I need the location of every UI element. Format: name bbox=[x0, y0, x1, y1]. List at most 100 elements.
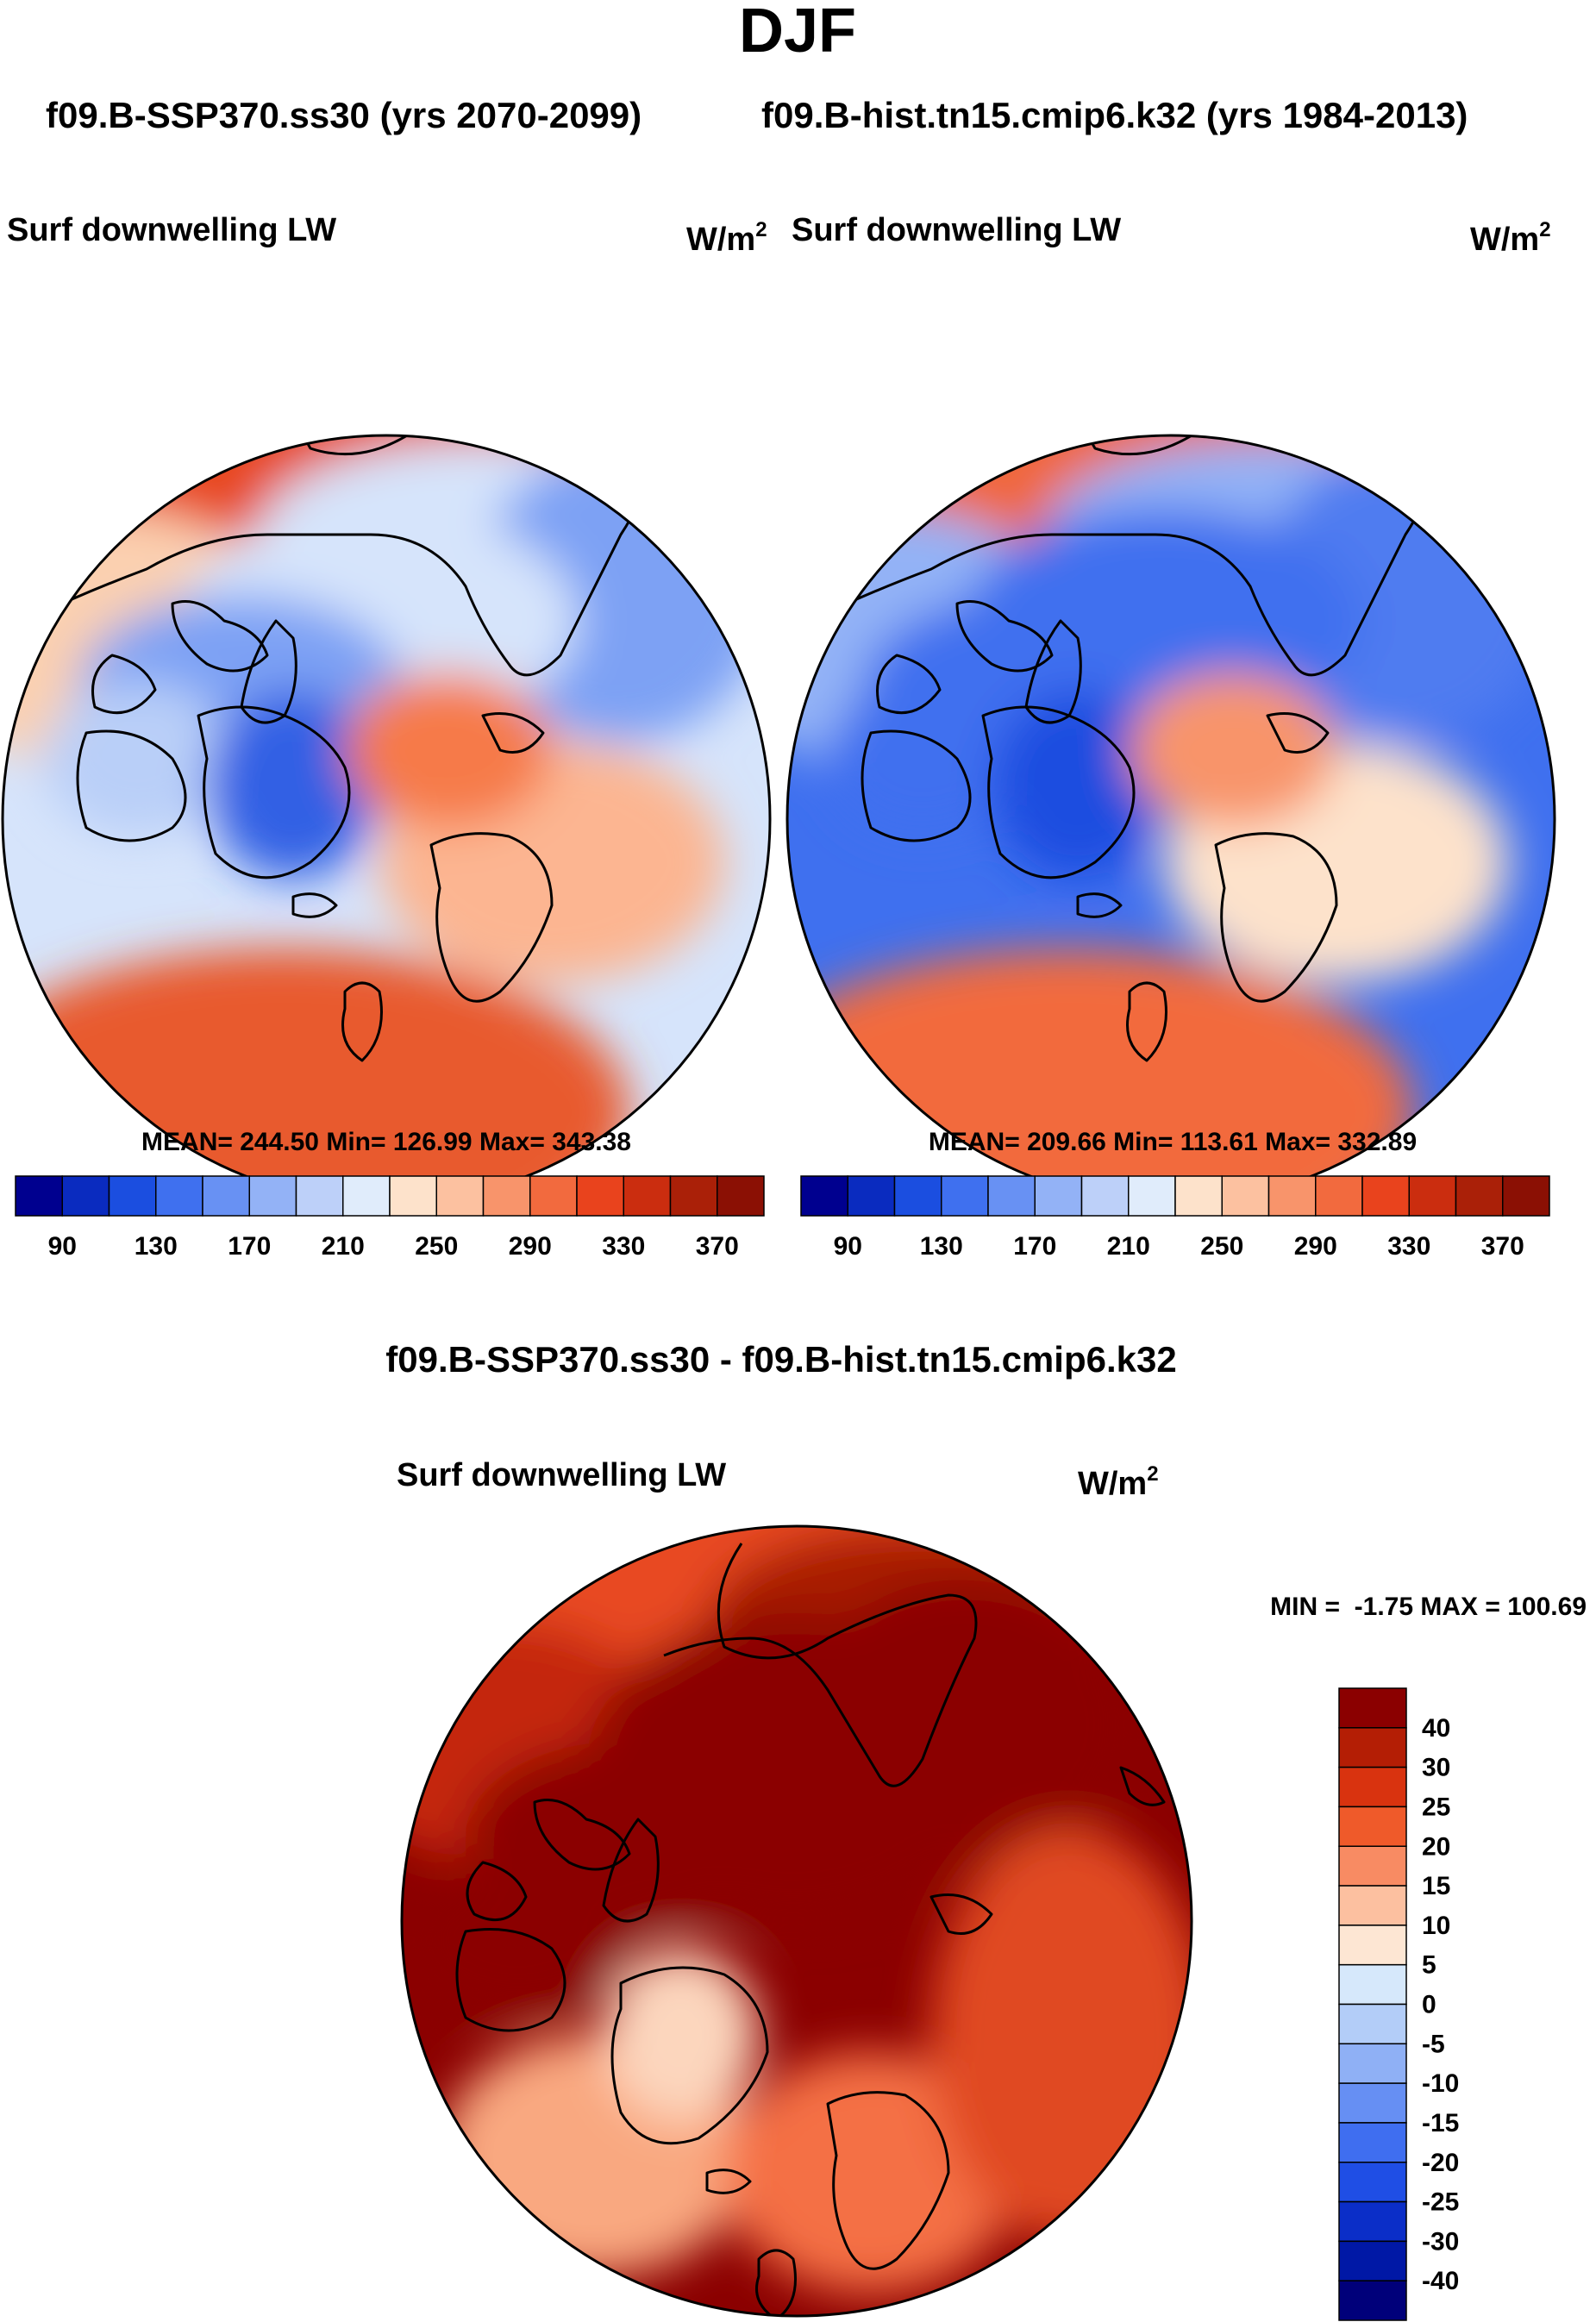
polar-map bbox=[402, 1526, 1192, 2316]
colorbar-swatch bbox=[941, 1175, 989, 1217]
colorbar-swatch bbox=[1221, 1175, 1270, 1217]
colorbar-tick-label: 290 bbox=[1294, 1232, 1337, 1261]
minmax-text: MIN = -1.75 MAX = 100.69 bbox=[1270, 1593, 1587, 1621]
colorbar-swatch bbox=[1455, 1175, 1504, 1217]
colorbar: 90 130 170 210 250 290 330 370 bbox=[800, 1175, 1550, 1261]
difference-title: f09.B-SSP370.ss30 - f09.B-hist.tn15.cmip… bbox=[385, 1339, 1176, 1380]
colorbar-swatch bbox=[1267, 1175, 1317, 1217]
colorbar-tick-label: 290 bbox=[509, 1232, 552, 1261]
colorbar-tick-label: 250 bbox=[415, 1232, 458, 1261]
colorbar-tick-label: 170 bbox=[1013, 1232, 1056, 1261]
colorbar-tick-label: 30 bbox=[1422, 1754, 1450, 1782]
colorbar-swatch bbox=[1361, 1175, 1410, 1217]
colorbar: 90 130 170 210 250 290 330 370 bbox=[15, 1175, 765, 1261]
subtitle-left: f09.B-SSP370.ss30 (yrs 2070-2099) bbox=[46, 95, 642, 135]
coastlines bbox=[8, 435, 760, 1062]
region-norwegian-sea bbox=[1130, 673, 1336, 828]
panel-title: Surf downwelling LW bbox=[7, 212, 336, 248]
colorbar-swatch bbox=[1338, 2043, 1407, 2084]
colorbar-tick-label: 40 bbox=[1422, 1714, 1450, 1743]
colorbar-tick-label: -25 bbox=[1422, 2188, 1459, 2217]
colorbar-swatch bbox=[155, 1175, 203, 1217]
colorbar-swatch bbox=[847, 1175, 896, 1217]
colorbar-swatch bbox=[1338, 1727, 1407, 1768]
colorbar-swatch bbox=[1338, 2122, 1407, 2163]
colorbar-tick-label: 330 bbox=[602, 1232, 645, 1261]
colorbar-swatch bbox=[1338, 2240, 1407, 2281]
colorbar-swatch bbox=[669, 1175, 718, 1217]
panel-title: Surf downwelling LW bbox=[397, 1457, 726, 1493]
map-border bbox=[400, 1524, 1193, 2318]
region-greenland bbox=[604, 1949, 759, 2121]
colorbar-tick-label: 5 bbox=[1422, 1951, 1436, 1980]
colorbar-swatch bbox=[1502, 1175, 1550, 1217]
colorbar-swatch bbox=[529, 1175, 578, 1217]
figure-title: DJF bbox=[739, 0, 856, 66]
colorbar-swatch bbox=[435, 1175, 485, 1217]
colorbar-swatch bbox=[389, 1175, 437, 1217]
colorbar-tick-label: 250 bbox=[1200, 1232, 1243, 1261]
colorbar-tick-label: 15 bbox=[1422, 1872, 1450, 1900]
colorbar-tick-label: -40 bbox=[1422, 2267, 1459, 2295]
colorbar-swatch bbox=[1338, 1766, 1407, 1808]
colorbar-tick-label: 90 bbox=[834, 1232, 862, 1261]
units-label: W/m2 bbox=[686, 218, 767, 258]
colorbar-swatch bbox=[800, 1175, 848, 1217]
colorbar-swatch bbox=[623, 1175, 672, 1217]
colorbar-tick-label: 370 bbox=[1481, 1232, 1524, 1261]
colorbar-swatch bbox=[1338, 2280, 1407, 2321]
panel-ssp370: Surf downwelling LW W/m2 bbox=[1, 212, 772, 1261]
region-hudson-bay bbox=[405, 1862, 629, 2018]
colorbar: 40 30 25 20 15 10 5 0 -5 -10 -15 -20 -25 -30 -40 bbox=[1338, 1687, 1459, 2321]
colorbar-swatch bbox=[248, 1175, 297, 1217]
units-label: W/m2 bbox=[1470, 218, 1551, 258]
colorbar-swatch bbox=[1338, 2082, 1407, 2124]
region-north-atlantic bbox=[787, 948, 1414, 1203]
region-hudson-bay bbox=[43, 681, 233, 836]
colorbar-tick-label: 20 bbox=[1422, 1832, 1450, 1861]
colorbar-tick-label: -30 bbox=[1422, 2227, 1459, 2256]
colorbar-swatch bbox=[1408, 1175, 1457, 1217]
subtitle-right: f09.B-hist.tn15.cmip6.k32 (yrs 1984-2013… bbox=[761, 95, 1468, 135]
colorbar-swatch bbox=[1080, 1175, 1130, 1217]
colorbar-tick-label: 170 bbox=[228, 1232, 271, 1261]
region-norwegian-sea bbox=[345, 673, 552, 828]
colorbar-swatch bbox=[15, 1175, 63, 1217]
colorbar-tick-label: 90 bbox=[48, 1232, 77, 1261]
colorbar-swatch bbox=[1338, 1963, 1407, 2006]
region-hudson-bay bbox=[828, 681, 1017, 836]
colorbar-swatch bbox=[295, 1175, 344, 1217]
colorbar-swatch bbox=[1338, 1687, 1407, 1729]
colorbar-swatch bbox=[61, 1175, 110, 1217]
panel-historical: Surf downwelling LW W/m2 bbox=[785, 212, 1556, 1261]
colorbar-tick-label: 370 bbox=[696, 1232, 739, 1261]
colorbar-swatch bbox=[1338, 1885, 1407, 1926]
colorbar-tick-label: -5 bbox=[1422, 2030, 1445, 2058]
panel-title: Surf downwelling LW bbox=[792, 212, 1121, 248]
colorbar-swatch bbox=[1338, 1845, 1407, 1887]
region-north-atlantic bbox=[931, 1828, 1192, 2242]
colorbar-tick-label: 210 bbox=[322, 1232, 365, 1261]
colorbar-tick-label: 330 bbox=[1387, 1232, 1430, 1261]
colorbar-swatch bbox=[1034, 1175, 1083, 1217]
colorbar-swatch bbox=[1338, 2162, 1407, 2203]
colorbar-swatch bbox=[482, 1175, 531, 1217]
colorbar-swatch bbox=[1338, 1925, 1407, 1966]
colorbar-tick-label: 25 bbox=[1422, 1793, 1450, 1821]
colorbar-swatch bbox=[1174, 1175, 1223, 1217]
colorbar-tick-label: 210 bbox=[1107, 1232, 1150, 1261]
colorbar-tick-label: 130 bbox=[920, 1232, 963, 1261]
colorbar-swatch bbox=[108, 1175, 157, 1217]
colorbar-tick-label: 0 bbox=[1422, 1991, 1436, 2019]
colorbar-tick-label: -15 bbox=[1422, 2109, 1459, 2137]
colorbar-swatch bbox=[987, 1175, 1036, 1217]
colorbar-swatch bbox=[1338, 2200, 1407, 2243]
stats-text: MEAN= 209.66 Min= 113.61 Max= 332.89 bbox=[929, 1128, 1417, 1156]
colorbar-swatch bbox=[202, 1175, 250, 1217]
colorbar-swatch bbox=[342, 1175, 391, 1217]
colorbar-tick-label: -10 bbox=[1422, 2069, 1459, 2098]
colorbar-swatch bbox=[1315, 1175, 1363, 1217]
colorbar-swatch bbox=[717, 1175, 765, 1217]
units-label: W/m2 bbox=[1078, 1462, 1159, 1502]
colorbar-tick-label: 10 bbox=[1422, 1912, 1450, 1940]
